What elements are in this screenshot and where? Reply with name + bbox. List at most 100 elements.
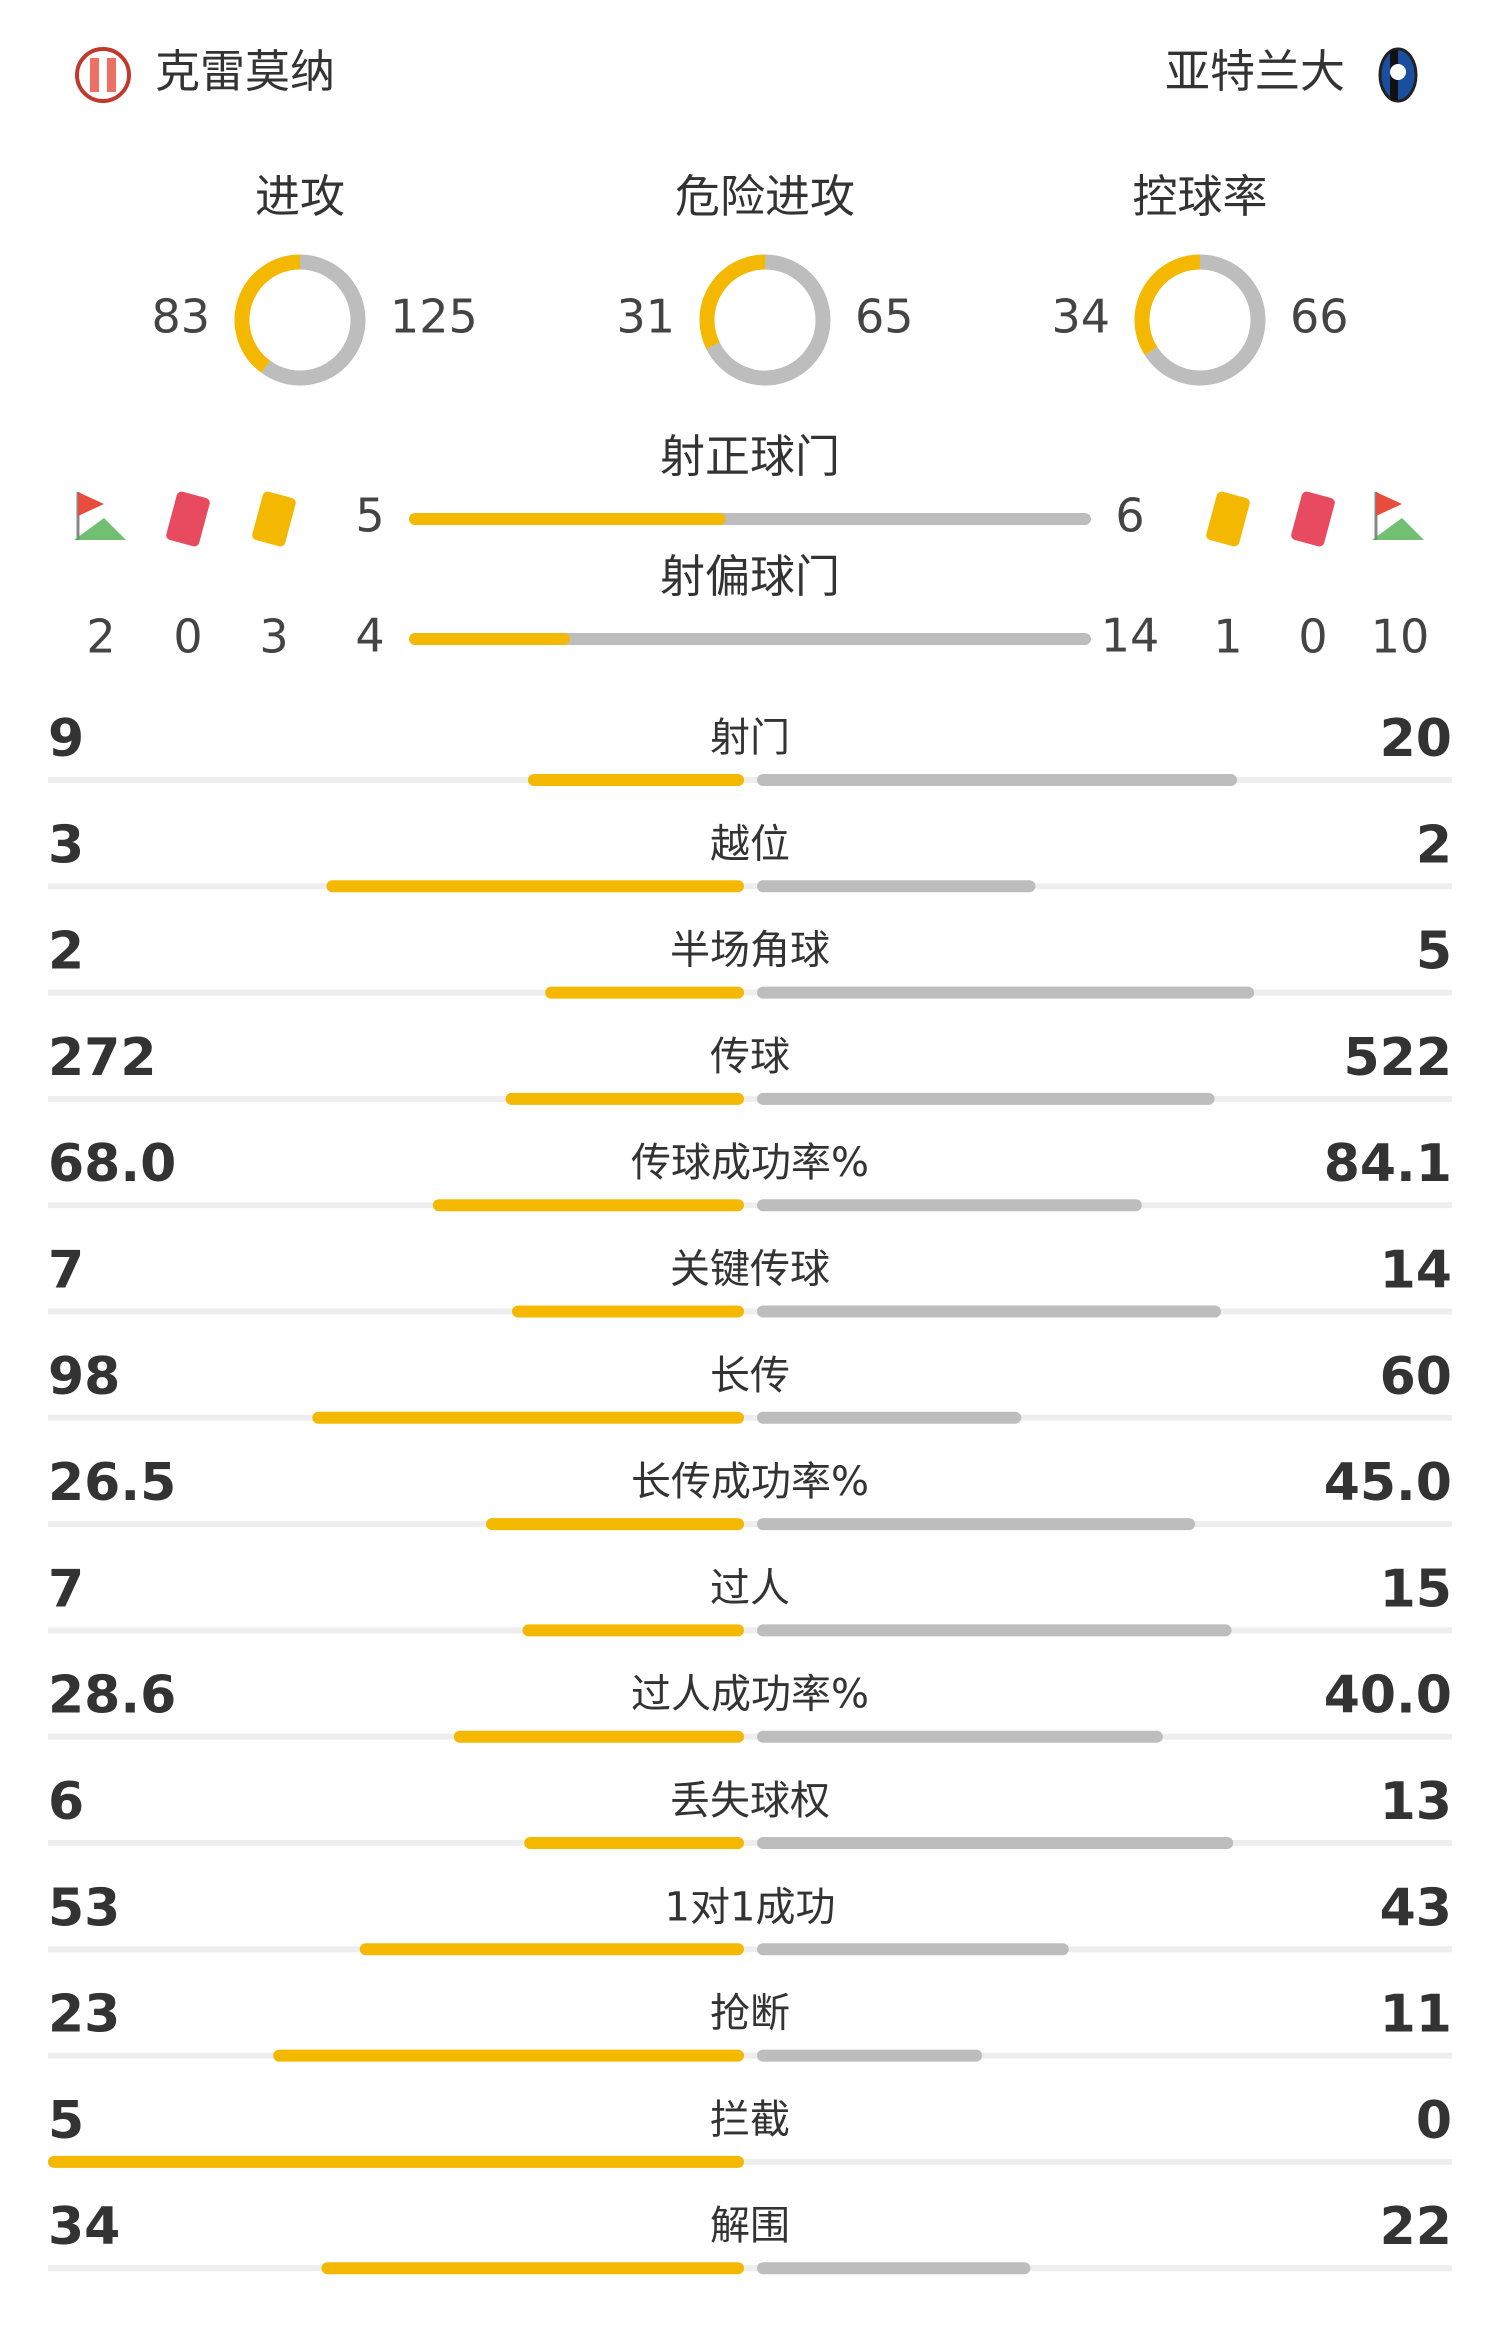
- track: [48, 989, 1452, 996]
- away-yellow-cards: 1: [1213, 610, 1242, 664]
- track: [48, 2158, 1452, 2165]
- home-value: 7: [48, 1559, 84, 1619]
- home-badge: [75, 47, 131, 103]
- away-bar: [757, 1837, 1234, 1849]
- home-bar: [359, 1943, 744, 1956]
- stat-label: 抢断: [710, 1991, 790, 2037]
- home-bar: [48, 2155, 744, 2168]
- away-bar: [757, 986, 1255, 999]
- away-bar: [757, 1411, 1022, 1424]
- away-red-cards: 0: [1298, 610, 1327, 664]
- track: [48, 1840, 1452, 1846]
- summary-label: 控球率: [1132, 170, 1267, 223]
- home-value: 5: [355, 489, 384, 543]
- shots-label: 射偏球门: [660, 550, 840, 603]
- summary-label: 危险进攻: [675, 170, 855, 223]
- away-value: 40.0: [1324, 1666, 1452, 1726]
- home-value: 6: [48, 1772, 84, 1832]
- home-value: 34: [1051, 290, 1110, 344]
- away-yellow-card-icon: [1206, 491, 1250, 547]
- home-value: 98: [48, 1347, 120, 1407]
- track: [48, 2052, 1452, 2059]
- away-value: 14: [1101, 609, 1160, 663]
- away-corners: 10: [1371, 610, 1430, 664]
- away-value: 2: [1416, 815, 1452, 875]
- away-arc: [261, 254, 366, 386]
- home-bar: [273, 2049, 744, 2062]
- home-value: 23: [48, 1985, 120, 2045]
- track: [48, 1627, 1452, 1634]
- home-value: 9: [48, 709, 84, 769]
- away-arc: [1144, 254, 1266, 386]
- away-bar: [757, 1092, 1215, 1105]
- home-bar: [522, 1624, 744, 1637]
- home-yellow-card-icon: [252, 491, 296, 547]
- home-bar: [505, 1092, 744, 1105]
- home-value: 3: [48, 815, 84, 875]
- home-bar: [524, 1837, 744, 1849]
- away-value: 13: [1380, 1772, 1452, 1832]
- stat-label: 过人成功率%: [631, 1672, 869, 1718]
- home-arc: [234, 254, 301, 373]
- away-value: 22: [1380, 2197, 1452, 2257]
- track: [48, 777, 1452, 783]
- home-value: 26.5: [48, 1453, 176, 1513]
- home-value: 31: [616, 290, 675, 344]
- home-bar: [321, 2262, 744, 2275]
- away-bar: [757, 1199, 1142, 1212]
- away-bar: [757, 1624, 1232, 1637]
- track: [48, 1202, 1452, 1209]
- home-corner-icon: [74, 492, 126, 540]
- away-value: 45.0: [1324, 1453, 1452, 1513]
- away-value: 5: [1416, 922, 1452, 982]
- stat-label: 射门: [710, 715, 790, 761]
- home-bar: [545, 986, 744, 999]
- home-red-card-icon: [166, 491, 210, 547]
- away-bar: [757, 774, 1237, 786]
- home-corners: 2: [86, 610, 115, 664]
- away-value: 15: [1380, 1559, 1452, 1619]
- away-badge: [1378, 47, 1418, 103]
- stat-label: 传球: [710, 1034, 790, 1080]
- away-value: 6: [1115, 489, 1144, 543]
- stat-label: 越位: [710, 821, 790, 867]
- home-value: 53: [48, 1878, 120, 1938]
- away-bar: [757, 1518, 1196, 1531]
- home-red-cards: 0: [173, 610, 202, 664]
- stat-label: 1对1成功: [665, 1884, 836, 1930]
- stat-label: 拦截: [710, 2097, 790, 2143]
- away-red-card-icon: [1291, 491, 1335, 547]
- away-value: 522: [1343, 1028, 1452, 1088]
- away-value: 125: [390, 290, 478, 344]
- home-value: 28.6: [48, 1666, 176, 1726]
- track: [48, 1733, 1452, 1740]
- away-bar: [757, 880, 1036, 893]
- home-team: 克雷莫纳: [155, 45, 335, 98]
- home-value: 7: [48, 1241, 84, 1301]
- away-corner-icon: [1372, 492, 1424, 540]
- away-bar: [757, 2049, 983, 2062]
- track: [48, 1946, 1452, 1953]
- stat-label: 过人: [710, 1565, 790, 1611]
- away-bar: [757, 1730, 1163, 1743]
- away-arc: [706, 254, 831, 386]
- shots-label: 射正球门: [660, 430, 840, 483]
- away-value: 43: [1380, 1878, 1452, 1938]
- home-arc: [699, 254, 766, 349]
- stat-label: 丢失球权: [670, 1778, 830, 1824]
- home-value: 34: [48, 2197, 120, 2257]
- track: [48, 1414, 1452, 1421]
- home-value: 83: [151, 290, 210, 344]
- away-bar: [757, 1305, 1221, 1318]
- home-bar: [432, 1199, 744, 1212]
- stat-label: 半场角球: [670, 928, 830, 974]
- stat-label: 关键传球: [670, 1247, 830, 1293]
- away-value: 14: [1380, 1241, 1452, 1301]
- track: [48, 883, 1452, 890]
- home-arc: [1134, 254, 1201, 356]
- home-value: 68.0: [48, 1134, 176, 1194]
- track: [48, 1521, 1452, 1528]
- away-value: 66: [1290, 290, 1349, 344]
- home-yellow-cards: 3: [259, 610, 288, 664]
